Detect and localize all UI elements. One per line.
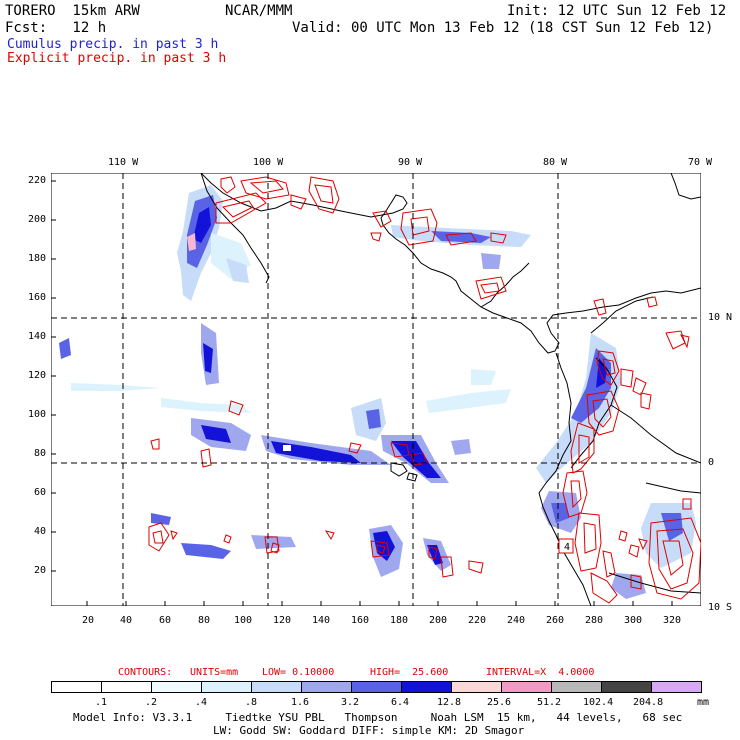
- contours-high: HIGH= 25.600: [370, 667, 449, 678]
- legend-tick: 204.8: [633, 697, 664, 708]
- x-tick: 180: [390, 615, 409, 626]
- legend-swatch: [651, 681, 702, 693]
- y-tick: 40: [33, 526, 46, 537]
- x-tick: 120: [273, 615, 292, 626]
- contour-label-box: [558, 538, 574, 554]
- cumulus-precip-areas: [59, 185, 696, 599]
- legend-tick: 102.4: [583, 697, 614, 708]
- legend-units: mm: [697, 697, 710, 708]
- lat-label-10n: 10 N: [708, 312, 733, 323]
- legend-swatch: [101, 681, 152, 693]
- legend-swatch: [251, 681, 302, 693]
- legend-tick: 1.6: [291, 697, 310, 708]
- legend-swatch: [401, 681, 452, 693]
- legend-tick: .4: [195, 697, 208, 708]
- legend-swatch: [301, 681, 352, 693]
- legend-tick: 51.2: [537, 697, 562, 708]
- model-name: TORERO 15km ARW: [5, 3, 140, 19]
- x-tick: 40: [120, 615, 133, 626]
- graticule: [51, 173, 701, 606]
- legend-tick: 6.4: [391, 697, 410, 708]
- legend-tick: .8: [245, 697, 258, 708]
- x-tick: 300: [624, 615, 643, 626]
- legend-swatch: [551, 681, 602, 693]
- lon-label-110w: 110 W: [108, 157, 139, 168]
- y-tick: 140: [27, 331, 46, 342]
- x-tick: 200: [429, 615, 448, 626]
- x-tick: 100: [234, 615, 253, 626]
- x-tick: 160: [351, 615, 370, 626]
- init-time: Init: 12 UTC Sun 12 Feb 12: [507, 3, 727, 19]
- cumulus-line-label: Cumulus precip. in past 3 h: [7, 37, 219, 52]
- x-tick: 20: [82, 615, 95, 626]
- x-tick: 80: [198, 615, 211, 626]
- explicit-precip-contours: [148, 176, 701, 604]
- frame-ticks: [51, 180, 673, 606]
- x-tick: 280: [585, 615, 604, 626]
- y-tick: 200: [27, 214, 46, 225]
- lon-label-80w: 80 W: [543, 157, 568, 168]
- x-tick: 320: [663, 615, 682, 626]
- y-tick: 180: [27, 253, 46, 264]
- x-tick: 220: [468, 615, 487, 626]
- legend-tick: 3.2: [341, 697, 360, 708]
- legend-tick: .2: [145, 697, 158, 708]
- valid-time: Valid: 00 UTC Mon 13 Feb 12 (18 CST Sun …: [292, 20, 714, 36]
- y-tick: 80: [33, 448, 46, 459]
- lat-label-0: 0: [708, 457, 715, 468]
- physics-info-line: LW: Godd SW: Goddard DIFF: simple KM: 2D…: [213, 724, 525, 737]
- contours-interval: INTERVAL=X 4.0000: [486, 667, 595, 678]
- y-tick: 60: [33, 487, 46, 498]
- contours-label: CONTOURS:: [118, 667, 173, 678]
- legend-swatch: [351, 681, 402, 693]
- y-tick: 160: [27, 292, 46, 303]
- lon-label-100w: 100 W: [253, 157, 284, 168]
- precip-map: 4: [51, 173, 701, 606]
- contours-units: UNITS=mm: [190, 667, 239, 678]
- org-name: NCAR/MMM: [225, 3, 293, 19]
- legend-tick: .1: [95, 697, 108, 708]
- legend-swatch: [451, 681, 502, 693]
- x-tick: 240: [507, 615, 526, 626]
- x-tick: 60: [159, 615, 172, 626]
- y-tick: 120: [27, 370, 46, 381]
- x-tick: 140: [312, 615, 331, 626]
- lon-label-70w: 70 W: [688, 157, 713, 168]
- contour-label-text: 4: [564, 542, 570, 553]
- coastlines: [200, 173, 701, 606]
- x-tick: 260: [546, 615, 565, 626]
- legend-tick: 12.8: [437, 697, 462, 708]
- lon-label-90w: 90 W: [398, 157, 423, 168]
- legend-swatch: [51, 681, 102, 693]
- y-tick: 100: [27, 409, 46, 420]
- y-tick: 20: [33, 565, 46, 576]
- explicit-line-label: Explicit precip. in past 3 h: [7, 51, 227, 66]
- model-info-line: Model Info: V3.3.1 Tiedtke YSU PBL Thomp…: [73, 711, 683, 724]
- legend-swatch: [601, 681, 652, 693]
- legend-tick: 25.6: [487, 697, 512, 708]
- legend-swatch: [151, 681, 202, 693]
- contours-low: LOW= 0.10000: [262, 667, 335, 678]
- forecast-hour: Fcst: 12 h: [5, 20, 107, 36]
- y-tick: 220: [27, 175, 46, 186]
- lat-label-10s: 10 S: [708, 602, 733, 613]
- legend-swatch: [201, 681, 252, 693]
- legend-swatch: [501, 681, 552, 693]
